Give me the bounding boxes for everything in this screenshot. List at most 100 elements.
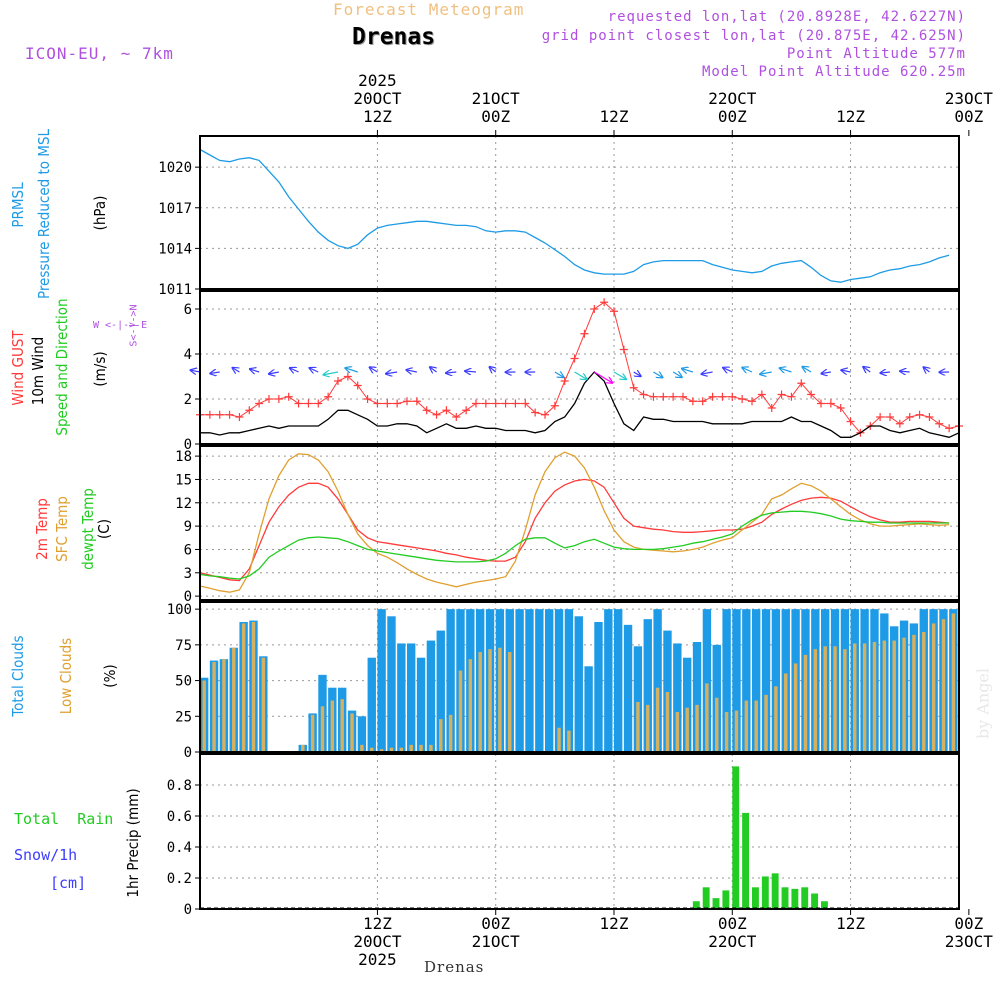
wind-arrow bbox=[574, 371, 587, 379]
gust-marker bbox=[353, 381, 362, 390]
low-cloud-bar bbox=[922, 632, 926, 752]
top-axis-label: 20OCT bbox=[353, 89, 402, 108]
gust-marker bbox=[777, 390, 786, 399]
wind-arrow bbox=[841, 370, 851, 372]
gust-marker bbox=[629, 383, 638, 392]
low-cloud-bar bbox=[429, 744, 433, 752]
total-cloud-bar bbox=[702, 609, 712, 752]
wind-arrow bbox=[233, 368, 240, 372]
wind-arrow bbox=[672, 372, 681, 377]
gust-marker bbox=[767, 404, 776, 412]
low-cloud-bar bbox=[734, 710, 739, 752]
low-cloud-bar bbox=[261, 657, 266, 752]
low-cloud-bar bbox=[843, 649, 847, 752]
low-cloud-bar bbox=[439, 719, 443, 752]
gust-marker bbox=[600, 298, 609, 307]
total-cloud-bar bbox=[771, 609, 781, 752]
top-axis-label: 00Z bbox=[954, 107, 983, 126]
low-cloud-bar bbox=[724, 712, 729, 752]
total-cloud-bar bbox=[554, 609, 564, 752]
gust-marker bbox=[580, 329, 589, 338]
low-cloud-bar bbox=[803, 654, 808, 752]
gust-marker bbox=[412, 397, 421, 406]
low-cloud-bar bbox=[744, 700, 749, 752]
gust-marker bbox=[472, 399, 480, 408]
precip-bar bbox=[761, 876, 769, 909]
panel-frame bbox=[199, 135, 960, 290]
gust-marker bbox=[787, 392, 796, 401]
low-cloud-bar bbox=[468, 659, 473, 752]
total-cloud-bar bbox=[426, 640, 436, 752]
low-cloud-bar bbox=[715, 697, 719, 752]
gust-marker bbox=[491, 399, 500, 408]
cm-label: [cm] bbox=[50, 874, 87, 892]
gust-marker bbox=[294, 399, 303, 408]
wind-arrow bbox=[780, 368, 792, 372]
gust-marker bbox=[698, 397, 707, 406]
gust-marker bbox=[205, 410, 214, 419]
wind-arrow bbox=[613, 371, 626, 379]
total-cloud-bar bbox=[357, 716, 367, 752]
gust-marker bbox=[462, 406, 471, 415]
y-tick-label: 3 bbox=[184, 566, 192, 582]
bottom-axis-label: 23OCT bbox=[945, 932, 994, 951]
total-cloud-bar bbox=[367, 657, 376, 752]
y-tick-label: 9 bbox=[184, 519, 192, 535]
low-cloud-bar bbox=[892, 640, 896, 752]
total-cloud-bar bbox=[574, 616, 583, 752]
low-cloud-bar bbox=[882, 640, 887, 752]
precip-bar bbox=[702, 887, 710, 909]
low-cloud-bar bbox=[705, 683, 709, 752]
y-tick-label: 0.8 bbox=[167, 778, 192, 794]
y-tick-label: 0 bbox=[184, 589, 192, 605]
gust-marker bbox=[481, 399, 490, 408]
sfc-temp-line bbox=[199, 451, 950, 593]
gust-marker bbox=[945, 424, 954, 433]
low-cloud-bar bbox=[379, 749, 384, 752]
bottom-axis-label: 12Z bbox=[836, 914, 865, 933]
total-cloud-bar bbox=[377, 609, 386, 752]
gust-marker bbox=[590, 305, 599, 313]
precip-bar bbox=[722, 890, 730, 909]
low-cloud-bar bbox=[409, 744, 413, 752]
low-cloud-bar bbox=[370, 747, 374, 752]
wind-arrow bbox=[593, 371, 612, 383]
snow-label: Snow/1h bbox=[14, 846, 78, 864]
y-tick-label: 0.6 bbox=[167, 809, 192, 825]
location-title: Drenas bbox=[352, 24, 436, 50]
wind-arrow bbox=[881, 372, 891, 373]
total-cloud-bar bbox=[387, 616, 396, 752]
low-cloud-bar bbox=[212, 662, 216, 752]
y-tick-label: 25 bbox=[175, 709, 192, 725]
total-cloud-bar bbox=[407, 643, 416, 752]
wind-arrow bbox=[310, 368, 319, 372]
low-cloud-bar bbox=[241, 623, 246, 752]
low-cloud-bar bbox=[646, 704, 650, 752]
low-cloud-bar bbox=[498, 647, 502, 752]
total-cloud-bar bbox=[416, 657, 426, 752]
compass-we: W <-|-> E bbox=[93, 320, 148, 331]
gust-marker bbox=[718, 392, 727, 401]
low-cloud-bar bbox=[784, 673, 788, 752]
gust-marker bbox=[876, 413, 885, 421]
y-tick-label: 1017 bbox=[158, 201, 192, 217]
precip-bar bbox=[781, 887, 789, 909]
gust-marker bbox=[935, 419, 944, 428]
panel-frame bbox=[199, 601, 960, 753]
wind-line bbox=[200, 371, 960, 438]
low-cloud-bar bbox=[389, 747, 394, 752]
total-cloud-bar bbox=[446, 609, 455, 752]
total-cloud-bar bbox=[633, 646, 643, 752]
top-axis-label: 23OCT bbox=[945, 89, 994, 108]
low-cloud-bar bbox=[399, 747, 404, 752]
low-cloud-bar bbox=[685, 707, 689, 752]
gust-marker bbox=[619, 345, 628, 354]
bottom-axis-label: 20OCT bbox=[353, 932, 402, 951]
wind-arrow bbox=[822, 372, 831, 374]
total-cloud-bar bbox=[397, 643, 406, 752]
low-cloud-bar bbox=[636, 702, 640, 752]
wind-arrow bbox=[633, 372, 641, 376]
low-cloud-bar bbox=[774, 686, 778, 752]
gust-marker bbox=[215, 410, 224, 419]
